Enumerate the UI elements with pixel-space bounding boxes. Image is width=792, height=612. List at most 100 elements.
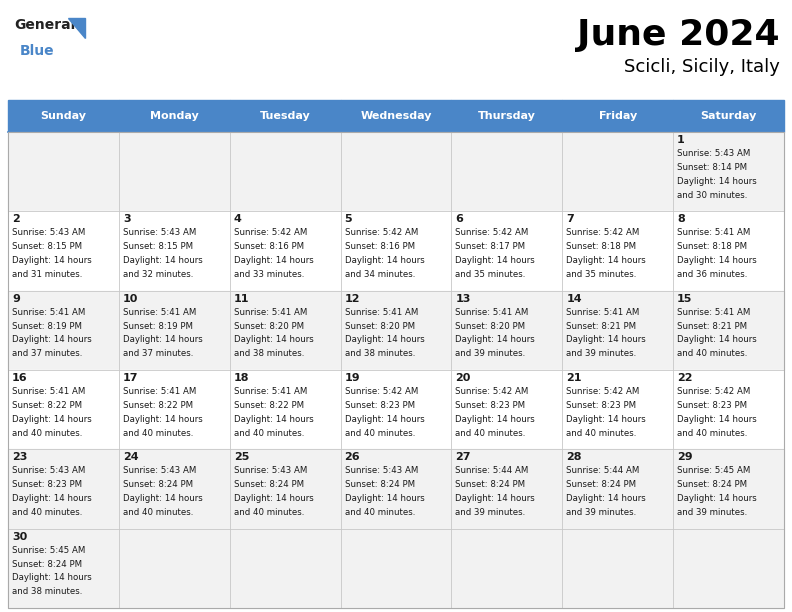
Text: Sunrise: 5:43 AM: Sunrise: 5:43 AM <box>677 149 751 158</box>
Text: 29: 29 <box>677 452 693 462</box>
Text: Sunrise: 5:42 AM: Sunrise: 5:42 AM <box>455 228 529 237</box>
Text: Sunset: 8:22 PM: Sunset: 8:22 PM <box>123 401 193 410</box>
Text: and 38 minutes.: and 38 minutes. <box>345 349 415 358</box>
Text: 18: 18 <box>234 373 249 383</box>
Text: Daylight: 14 hours: Daylight: 14 hours <box>455 415 535 424</box>
Text: and 40 minutes.: and 40 minutes. <box>12 508 82 517</box>
Bar <box>8 291 784 370</box>
Text: Sunrise: 5:41 AM: Sunrise: 5:41 AM <box>234 387 307 396</box>
Text: and 40 minutes.: and 40 minutes. <box>345 428 415 438</box>
Text: Sunrise: 5:41 AM: Sunrise: 5:41 AM <box>12 308 86 316</box>
Text: and 33 minutes.: and 33 minutes. <box>234 270 304 279</box>
Text: and 39 minutes.: and 39 minutes. <box>455 508 526 517</box>
Text: Sunset: 8:20 PM: Sunset: 8:20 PM <box>455 321 526 330</box>
Text: Daylight: 14 hours: Daylight: 14 hours <box>455 256 535 265</box>
Text: 7: 7 <box>566 214 574 225</box>
Text: Sunset: 8:22 PM: Sunset: 8:22 PM <box>12 401 82 410</box>
Text: Daylight: 14 hours: Daylight: 14 hours <box>566 335 646 345</box>
Text: 3: 3 <box>123 214 131 225</box>
Text: Sunday: Sunday <box>40 111 86 121</box>
Text: Sunset: 8:21 PM: Sunset: 8:21 PM <box>677 321 748 330</box>
Text: Sunset: 8:24 PM: Sunset: 8:24 PM <box>345 480 415 489</box>
Bar <box>8 449 784 529</box>
Text: Daylight: 14 hours: Daylight: 14 hours <box>234 494 314 503</box>
Text: Daylight: 14 hours: Daylight: 14 hours <box>12 256 92 265</box>
Text: 1: 1 <box>677 135 685 145</box>
Text: Daylight: 14 hours: Daylight: 14 hours <box>677 415 757 424</box>
Text: Sunset: 8:23 PM: Sunset: 8:23 PM <box>566 401 637 410</box>
Text: 11: 11 <box>234 294 249 304</box>
Text: Daylight: 14 hours: Daylight: 14 hours <box>566 415 646 424</box>
Text: Sunset: 8:18 PM: Sunset: 8:18 PM <box>677 242 748 251</box>
Text: and 31 minutes.: and 31 minutes. <box>12 270 82 279</box>
Text: Wednesday: Wednesday <box>360 111 432 121</box>
Text: 17: 17 <box>123 373 139 383</box>
Text: Daylight: 14 hours: Daylight: 14 hours <box>12 573 92 583</box>
Bar <box>8 529 784 608</box>
Text: Sunset: 8:24 PM: Sunset: 8:24 PM <box>566 480 637 489</box>
Text: and 32 minutes.: and 32 minutes. <box>123 270 193 279</box>
Bar <box>8 100 119 132</box>
Text: and 40 minutes.: and 40 minutes. <box>12 428 82 438</box>
Bar <box>673 100 784 132</box>
Text: and 37 minutes.: and 37 minutes. <box>123 349 193 358</box>
Text: Daylight: 14 hours: Daylight: 14 hours <box>345 494 425 503</box>
Text: 25: 25 <box>234 452 249 462</box>
Text: 15: 15 <box>677 294 692 304</box>
Text: and 40 minutes.: and 40 minutes. <box>677 428 748 438</box>
Text: and 40 minutes.: and 40 minutes. <box>455 428 526 438</box>
Text: Daylight: 14 hours: Daylight: 14 hours <box>12 494 92 503</box>
Text: Sunset: 8:23 PM: Sunset: 8:23 PM <box>677 401 748 410</box>
Text: Sunset: 8:19 PM: Sunset: 8:19 PM <box>123 321 193 330</box>
Text: 13: 13 <box>455 294 470 304</box>
Text: Sunrise: 5:43 AM: Sunrise: 5:43 AM <box>12 466 86 476</box>
Text: Sunrise: 5:41 AM: Sunrise: 5:41 AM <box>566 308 640 316</box>
Text: Daylight: 14 hours: Daylight: 14 hours <box>234 256 314 265</box>
Text: Sunset: 8:21 PM: Sunset: 8:21 PM <box>566 321 637 330</box>
Text: Daylight: 14 hours: Daylight: 14 hours <box>345 415 425 424</box>
Text: and 40 minutes.: and 40 minutes. <box>123 508 193 517</box>
Text: and 40 minutes.: and 40 minutes. <box>234 428 304 438</box>
Text: Sunrise: 5:43 AM: Sunrise: 5:43 AM <box>123 228 196 237</box>
Bar <box>230 100 341 132</box>
Text: Sunset: 8:24 PM: Sunset: 8:24 PM <box>677 480 748 489</box>
Text: 19: 19 <box>345 373 360 383</box>
Text: and 40 minutes.: and 40 minutes. <box>123 428 193 438</box>
Text: 20: 20 <box>455 373 470 383</box>
Text: Daylight: 14 hours: Daylight: 14 hours <box>455 335 535 345</box>
Polygon shape <box>68 18 85 38</box>
Text: 9: 9 <box>12 294 20 304</box>
Text: 22: 22 <box>677 373 693 383</box>
Text: 30: 30 <box>12 532 27 542</box>
Text: Daylight: 14 hours: Daylight: 14 hours <box>234 415 314 424</box>
Text: Sunset: 8:23 PM: Sunset: 8:23 PM <box>455 401 526 410</box>
Bar <box>451 100 562 132</box>
Text: 8: 8 <box>677 214 685 225</box>
Text: Sunrise: 5:43 AM: Sunrise: 5:43 AM <box>345 466 418 476</box>
Text: Sunset: 8:22 PM: Sunset: 8:22 PM <box>234 401 304 410</box>
Text: Sunrise: 5:43 AM: Sunrise: 5:43 AM <box>12 228 86 237</box>
Text: Sunset: 8:16 PM: Sunset: 8:16 PM <box>234 242 304 251</box>
Text: Sunset: 8:15 PM: Sunset: 8:15 PM <box>12 242 82 251</box>
Text: Sunrise: 5:44 AM: Sunrise: 5:44 AM <box>455 466 529 476</box>
Text: and 38 minutes.: and 38 minutes. <box>12 588 82 596</box>
Text: and 40 minutes.: and 40 minutes. <box>677 349 748 358</box>
Text: Sunrise: 5:42 AM: Sunrise: 5:42 AM <box>677 387 751 396</box>
Text: and 34 minutes.: and 34 minutes. <box>345 270 415 279</box>
Text: Sunrise: 5:41 AM: Sunrise: 5:41 AM <box>123 387 196 396</box>
Text: Scicli, Sicily, Italy: Scicli, Sicily, Italy <box>624 58 780 76</box>
Text: and 39 minutes.: and 39 minutes. <box>566 349 637 358</box>
Text: Sunrise: 5:42 AM: Sunrise: 5:42 AM <box>566 228 640 237</box>
Text: Daylight: 14 hours: Daylight: 14 hours <box>677 177 757 186</box>
Text: Daylight: 14 hours: Daylight: 14 hours <box>123 415 203 424</box>
Text: Daylight: 14 hours: Daylight: 14 hours <box>455 494 535 503</box>
Text: and 39 minutes.: and 39 minutes. <box>455 349 526 358</box>
Text: 23: 23 <box>12 452 28 462</box>
Text: 4: 4 <box>234 214 242 225</box>
Text: Sunset: 8:20 PM: Sunset: 8:20 PM <box>345 321 415 330</box>
Bar <box>8 370 784 449</box>
Text: Sunset: 8:19 PM: Sunset: 8:19 PM <box>12 321 82 330</box>
Text: Sunrise: 5:44 AM: Sunrise: 5:44 AM <box>566 466 640 476</box>
Text: Sunset: 8:15 PM: Sunset: 8:15 PM <box>123 242 193 251</box>
Text: and 40 minutes.: and 40 minutes. <box>345 508 415 517</box>
